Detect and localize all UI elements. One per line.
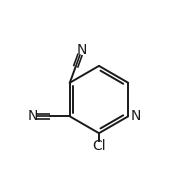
Text: Cl: Cl — [92, 139, 106, 153]
Text: N: N — [130, 109, 141, 123]
Text: N: N — [28, 109, 38, 123]
Text: N: N — [77, 43, 87, 57]
